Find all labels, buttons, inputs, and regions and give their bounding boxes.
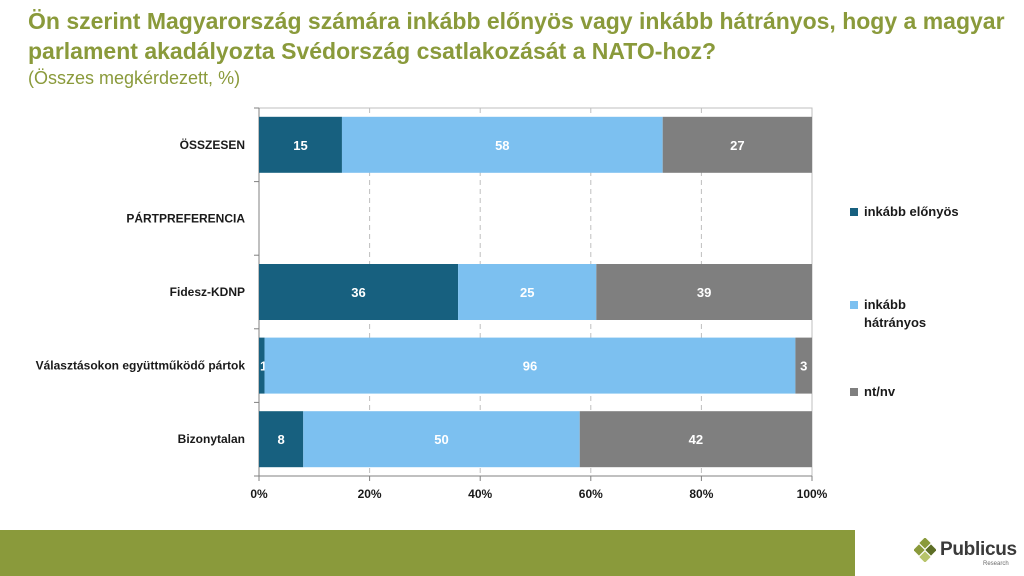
logo-subtext: Research: [983, 561, 1009, 567]
legend-swatch: [850, 301, 858, 309]
bar-segment: [264, 337, 796, 394]
legend-label: inkább előnyös: [864, 204, 959, 219]
bar-segment: [579, 411, 812, 468]
y-category-label: ÖSSZESEN: [180, 137, 245, 152]
legend-item: inkább előnyös: [850, 203, 974, 221]
y-category-label: Választásokon együttműködő pártok: [36, 359, 246, 373]
y-category-label: PÁRTPREFERENCIA: [126, 210, 245, 225]
data-label: 1: [260, 359, 267, 374]
bar-segment: [341, 116, 663, 173]
bar-segment: [303, 411, 580, 468]
data-label: 42: [689, 432, 703, 447]
legend-swatch: [850, 388, 858, 396]
legend-item: nt/nv: [850, 383, 974, 401]
bar-segment: [662, 116, 812, 173]
bar-segment: [259, 337, 265, 394]
bar-segment: [596, 264, 812, 320]
bar-segment: [259, 411, 304, 468]
legend-item: inkább hátrányos: [850, 296, 934, 332]
legend-label: inkább hátrányos: [864, 297, 927, 330]
data-label: 58: [495, 138, 509, 153]
x-tick-label: 100%: [797, 487, 828, 501]
legend-label: nt/nv: [864, 384, 896, 399]
data-label: 25: [520, 285, 534, 300]
x-tick-label: 80%: [689, 487, 713, 501]
legend-swatch: [850, 208, 858, 216]
x-tick-label: 20%: [358, 487, 382, 501]
publicus-logo: Publicus Research: [914, 535, 1024, 573]
y-category-label: Bizonytalan: [178, 432, 245, 446]
bar-segment: [259, 116, 342, 173]
y-category-label: Fidesz-KDNP: [170, 285, 245, 299]
data-label: 36: [351, 285, 365, 300]
bar-segment: [458, 264, 597, 320]
x-tick-label: 40%: [468, 487, 492, 501]
bar-segment: [795, 337, 812, 394]
data-label: 3: [800, 359, 807, 374]
data-label: 39: [697, 285, 711, 300]
stacked-bar-chart: 0% 20% 40% 60% 80% 100% ÖSSZESEN 15 58 27 PÁRTPREF…: [36, 107, 828, 501]
chart-title: Ön szerint Magyarország számára inkább e…: [28, 8, 1005, 64]
x-tick-label: 60%: [579, 487, 603, 501]
logo-wordmark: Publicus: [940, 539, 1017, 560]
bar-segment: [259, 264, 459, 320]
x-tick-label: 0%: [250, 487, 268, 501]
data-label: 50: [434, 432, 448, 447]
chart-subtitle: (Összes megkérdezett, %): [28, 68, 241, 88]
data-label: 15: [293, 138, 307, 153]
data-label: 8: [278, 432, 285, 447]
data-label: 96: [523, 359, 537, 374]
footer-band: [0, 530, 855, 576]
publicus-logo-icon: [914, 538, 936, 562]
data-label: 27: [730, 138, 744, 153]
